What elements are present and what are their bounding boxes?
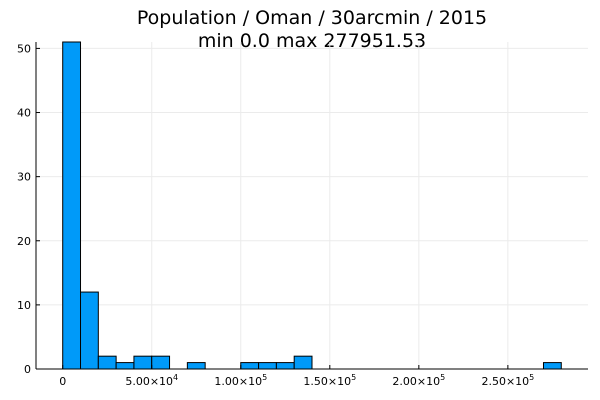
grid-lines (36, 42, 588, 370)
histogram-bar (293, 355, 313, 370)
y-tick-label: 10 (17, 299, 31, 312)
x-tick-label: 1.00×105 (214, 373, 267, 388)
histogram-bar (186, 362, 206, 370)
x-axis-ticks: 0 5.00×104 1.00×105 1.50×105 2.00×105 2.50×10… (59, 365, 534, 388)
histogram-bar (542, 362, 562, 370)
y-tick-label: 50 (17, 42, 31, 55)
y-tick-label: 30 (17, 171, 31, 184)
histogram-bars (62, 41, 562, 370)
x-tick-label: 2.00×105 (392, 373, 445, 388)
axes (35, 42, 588, 370)
histogram-bar (240, 362, 260, 370)
x-tick-label: 0 (59, 375, 66, 388)
y-tick-label: 20 (17, 235, 31, 248)
chart-title: Population / Oman / 30arcmin / 2015 (137, 7, 487, 29)
histogram-bar (97, 355, 117, 370)
histogram-bar (258, 362, 277, 370)
histogram-bar (80, 291, 99, 370)
x-tick-label: 2.50×105 (481, 373, 534, 388)
histogram-bar (151, 355, 171, 370)
histogram-bar (275, 362, 295, 370)
chart-subtitle: min 0.0 max 277951.53 (198, 30, 426, 52)
histogram-bar (62, 41, 82, 370)
x-tick-label: 1.50×105 (303, 373, 356, 388)
histogram-bar (115, 362, 135, 370)
histogram-bar (133, 355, 153, 370)
x-tick-label: 5.00×104 (125, 373, 178, 388)
y-tick-label: 0 (24, 363, 31, 376)
y-tick-label: 40 (17, 107, 31, 120)
y-axis-ticks: 0 10 20 30 40 50 (17, 42, 40, 376)
